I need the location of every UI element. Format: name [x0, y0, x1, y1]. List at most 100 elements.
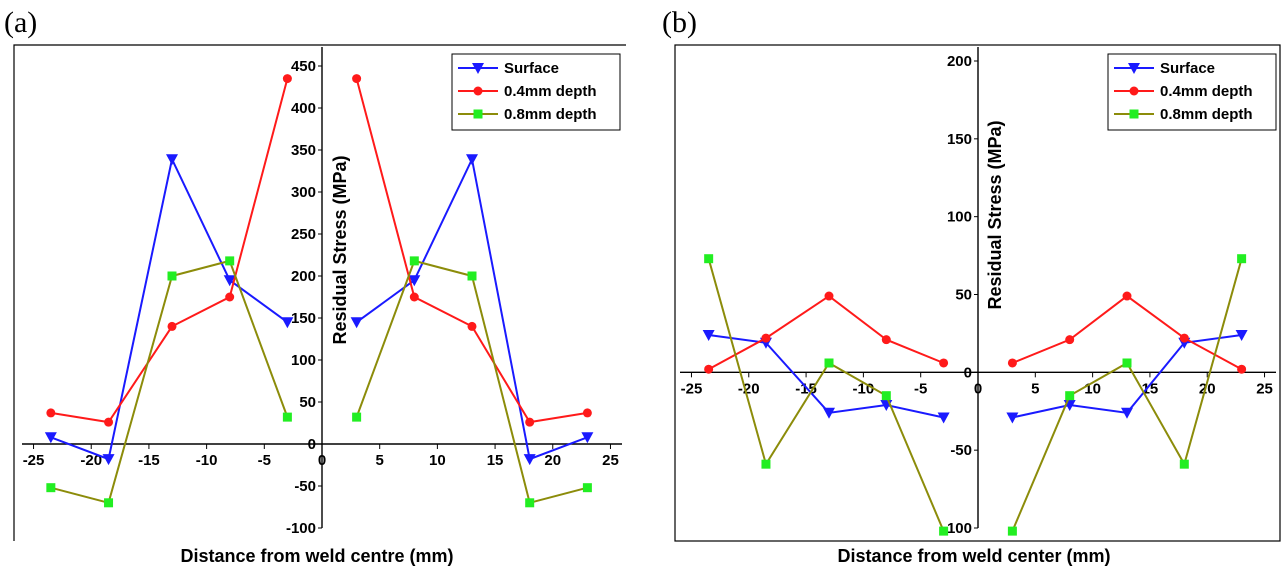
- series-line-left: [50, 78, 289, 424]
- y-tick-label: 150: [291, 310, 316, 327]
- data-point: [1065, 391, 1075, 401]
- series-0-8mm-depth: [46, 256, 592, 508]
- y-tick-label: -50: [294, 478, 316, 495]
- data-point: [1237, 364, 1247, 374]
- panel-label-b: (b): [662, 6, 697, 39]
- series-surface: [44, 154, 594, 466]
- x-tick-label: 0: [974, 380, 982, 397]
- data-point: [1179, 459, 1189, 469]
- legend-label: Surface: [1160, 60, 1215, 77]
- legend-marker: [472, 63, 484, 74]
- data-point: [223, 275, 236, 287]
- legend-marker: [1129, 109, 1139, 119]
- y-tick-label: 300: [291, 184, 316, 201]
- legend-label: 0.8mm depth: [504, 106, 597, 123]
- data-point: [46, 408, 56, 418]
- data-point: [761, 459, 771, 469]
- y-tick-label: 0: [964, 364, 972, 381]
- x-tick-label: -20: [80, 452, 102, 469]
- legend-marker: [1128, 63, 1140, 74]
- data-point: [581, 432, 594, 444]
- data-point: [409, 292, 419, 302]
- data-point: [281, 317, 294, 329]
- series-line-left: [50, 156, 288, 461]
- data-point: [1007, 358, 1017, 368]
- legend: Surface 0.4mm depth 0.8mm depth: [1107, 53, 1277, 131]
- data-point: [104, 498, 114, 508]
- data-point: [523, 454, 536, 466]
- data-point: [525, 417, 535, 427]
- x-tick-label: -20: [738, 380, 760, 397]
- x-tick-label: -25: [23, 452, 45, 469]
- data-point: [1235, 329, 1248, 341]
- y-tick-label: -100: [286, 520, 316, 537]
- data-point: [282, 412, 292, 422]
- data-point: [467, 321, 477, 331]
- y-tick-label: -100: [942, 520, 972, 537]
- legend-marker: [1129, 86, 1139, 96]
- data-point: [167, 271, 177, 281]
- y-tick-label: -50: [950, 442, 972, 459]
- data-point: [352, 74, 362, 84]
- legend-label: 0.4mm depth: [504, 83, 597, 100]
- data-point: [352, 412, 362, 422]
- data-point: [409, 256, 419, 266]
- x-tick-label: 5: [1031, 380, 1039, 397]
- y-tick-label: 350: [291, 142, 316, 159]
- legend-marker: [473, 109, 483, 119]
- y-axis-title: Residual Stress (MPa): [330, 155, 350, 344]
- data-point: [1237, 254, 1247, 264]
- data-point: [225, 256, 235, 266]
- x-tick-label: 20: [1199, 380, 1216, 397]
- y-tick-label: 0: [308, 436, 316, 453]
- data-point: [467, 271, 477, 281]
- y-tick-label: 400: [291, 100, 316, 117]
- data-point: [704, 254, 714, 264]
- data-point: [104, 417, 114, 427]
- x-tick-label: 10: [429, 452, 446, 469]
- data-point: [1122, 291, 1132, 301]
- data-point: [1122, 358, 1132, 368]
- legend-label: 0.8mm depth: [1160, 106, 1253, 123]
- data-point: [824, 358, 834, 368]
- x-tick-label: -5: [914, 380, 927, 397]
- x-tick-label: 25: [1256, 380, 1273, 397]
- data-point: [525, 498, 535, 508]
- series-line-right: [356, 156, 588, 461]
- y-axis-title: Residual Stress (MPa): [985, 120, 1005, 309]
- data-point: [704, 364, 714, 374]
- data-point: [225, 292, 235, 302]
- y-tick-label: 450: [291, 58, 316, 75]
- x-tick-label: 25: [602, 452, 619, 469]
- data-point: [1007, 526, 1017, 536]
- y-tick-label: 250: [291, 226, 316, 243]
- data-point: [937, 412, 950, 424]
- series-0-8mm-depth: [704, 254, 1247, 536]
- series-line-left: [708, 294, 944, 371]
- plot-frame: [13, 44, 626, 541]
- data-point: [466, 154, 478, 166]
- x-tick-label: 15: [1142, 380, 1159, 397]
- x-tick-label: 20: [544, 452, 561, 469]
- y-tick-label: 50: [955, 287, 972, 304]
- y-tick-label: 50: [299, 394, 316, 411]
- data-point: [761, 333, 771, 343]
- data-point: [1121, 407, 1133, 419]
- x-tick-label: 15: [487, 452, 504, 469]
- y-tick-label: 150: [947, 131, 972, 148]
- x-tick-label: -15: [138, 452, 160, 469]
- data-point: [939, 526, 949, 536]
- data-point: [939, 358, 949, 368]
- data-point: [166, 154, 178, 166]
- data-point: [881, 391, 891, 401]
- plot-frame: [674, 44, 1281, 542]
- legend-label: Surface: [504, 60, 559, 77]
- data-point: [824, 291, 834, 301]
- x-tick-label: -25: [681, 380, 703, 397]
- series-surface: [702, 329, 1248, 424]
- panel-label-a: (a): [4, 6, 38, 39]
- x-tick-label: 5: [376, 452, 384, 469]
- x-axis-title: Distance from weld centre (mm): [180, 546, 453, 566]
